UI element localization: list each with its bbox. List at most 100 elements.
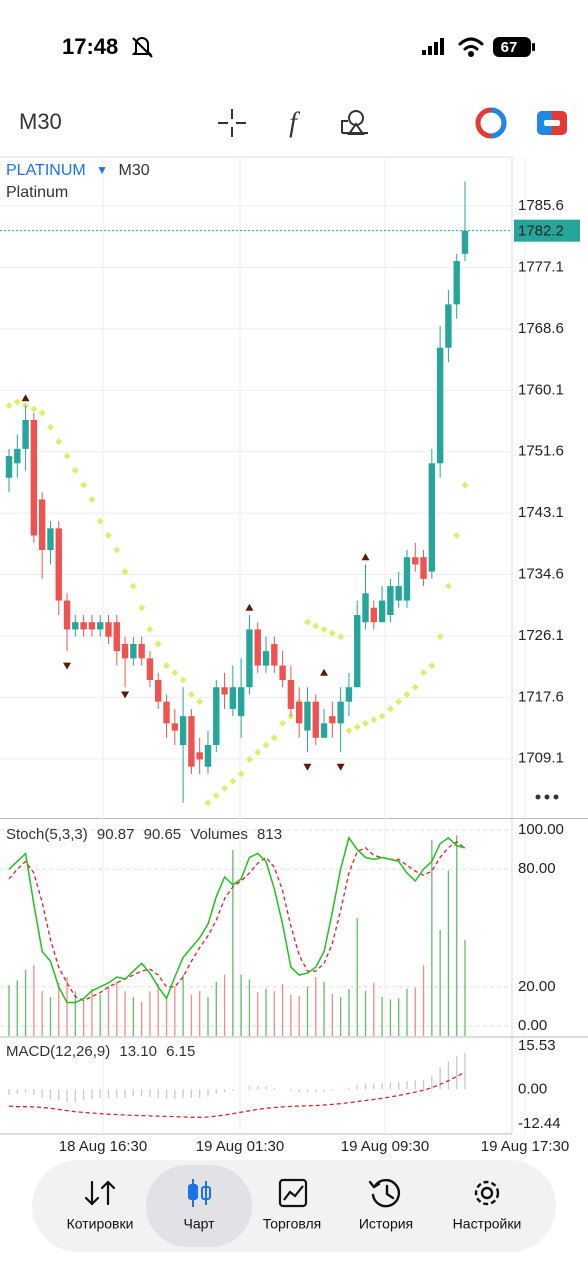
sar-dot [55, 438, 63, 446]
price-tick-label: 1726.1 [518, 627, 564, 644]
sar-dot [328, 629, 336, 637]
price-tick-label: 1777.1 [518, 258, 564, 275]
candle-body [97, 622, 104, 630]
candle-body [412, 557, 419, 565]
candle-body [121, 643, 129, 659]
macd-tick-label: -12.44 [518, 1115, 561, 1132]
indicators-button[interactable]: f [289, 107, 300, 138]
candle-body [329, 716, 336, 724]
sar-dot [353, 723, 361, 731]
sar-dot [196, 698, 204, 706]
trade-button[interactable] [537, 111, 567, 135]
candle-body [337, 701, 344, 724]
chart-icon [188, 1179, 211, 1207]
fractal-up [361, 553, 370, 561]
account-button[interactable] [475, 107, 507, 139]
price-tick-label: 1734.6 [518, 566, 564, 583]
timeframe-button[interactable]: M30 [19, 109, 62, 134]
sar-dot [129, 582, 137, 590]
time-label: 18 Aug 16:30 [59, 1138, 147, 1155]
tab-label[interactable]: История [359, 1216, 413, 1232]
tab-label[interactable]: Торговля [263, 1216, 321, 1232]
candle-body [246, 629, 253, 688]
candle-body [72, 622, 79, 630]
candle-body [163, 701, 170, 724]
candle-body [320, 723, 328, 738]
macd-tick-label: 0.00 [518, 1080, 547, 1097]
price-tick-label: 1768.6 [518, 320, 564, 337]
stoch-name: Stoch(5,3,3) [6, 826, 88, 843]
time-label: 19 Aug 01:30 [196, 1138, 284, 1155]
crosshair-button[interactable] [218, 109, 246, 137]
candle-body [155, 680, 162, 702]
candle-body [188, 716, 195, 767]
symbol[interactable]: PLATINUM [6, 162, 86, 179]
tab-label[interactable]: Чарт [183, 1216, 215, 1232]
sar-dot [30, 405, 38, 413]
candle-body [420, 557, 427, 579]
stoch-tick-label: 100.00 [518, 821, 564, 838]
candle-body [362, 593, 369, 623]
active-tab-highlight [146, 1165, 252, 1247]
candle-body [229, 687, 237, 709]
sar-dot [221, 784, 229, 792]
sar-dot [13, 398, 21, 406]
sar-dot [254, 748, 262, 756]
stoch-d-value: 90.65 [144, 826, 182, 843]
symbol-dropdown[interactable]: ▼ [96, 163, 108, 177]
sar-dot [138, 604, 146, 612]
sar-dot [229, 777, 237, 785]
stoch-tick-label: 80.00 [518, 860, 556, 877]
candle-body [387, 586, 394, 616]
current-price-label: 1782.2 [518, 223, 564, 240]
candle-body [445, 304, 452, 348]
sar-dot [163, 662, 171, 670]
stoch-k-line [8, 836, 466, 1004]
fractal-up [320, 668, 329, 676]
sar-dot [187, 690, 195, 698]
fractal-down [303, 763, 312, 771]
price-tick-label: 1743.1 [518, 504, 564, 521]
sar-dot [303, 618, 311, 626]
candle-body [179, 716, 187, 746]
candle-body [279, 665, 286, 681]
sar-dot [179, 676, 187, 684]
sar-dot [436, 633, 444, 641]
candle-body [403, 557, 411, 601]
objects-button[interactable] [341, 110, 368, 135]
battery-level: 67 [501, 39, 518, 56]
stoch-tick-label: 20.00 [518, 978, 556, 995]
sar-dot [171, 669, 179, 677]
candle-body [237, 687, 245, 717]
price-tick-label: 1717.6 [518, 688, 564, 705]
volumes-value: 813 [257, 826, 282, 843]
fractal-up [245, 603, 254, 611]
sar-dot [80, 481, 88, 489]
tab-label[interactable]: Настройки [453, 1216, 522, 1232]
sar-dot [453, 532, 461, 540]
current-price-box [514, 219, 580, 242]
candle-body [254, 629, 261, 666]
candle-body [38, 499, 46, 550]
candle-body [378, 600, 386, 623]
volumes-name: Volumes [190, 826, 248, 843]
candle-body [80, 622, 87, 630]
candle-body [312, 701, 319, 738]
sar-dot [88, 495, 96, 503]
candle-body [395, 586, 402, 601]
symbol-legend: PLATINUM ▼ M30 [6, 162, 150, 179]
candle-body [428, 463, 436, 572]
candle-body [461, 230, 469, 254]
candle-body [370, 607, 377, 623]
sar-dot [320, 625, 328, 633]
candle-body [30, 419, 38, 536]
time-label: 19 Aug 09:30 [341, 1138, 429, 1155]
sar-dot [362, 719, 370, 727]
tab-label[interactable]: Котировки [67, 1216, 134, 1232]
candle-body [204, 745, 212, 767]
price-tick-label: 1785.6 [518, 197, 564, 214]
battery-icon [493, 37, 531, 57]
sar-dot [461, 481, 469, 489]
more-button[interactable] [535, 794, 559, 800]
